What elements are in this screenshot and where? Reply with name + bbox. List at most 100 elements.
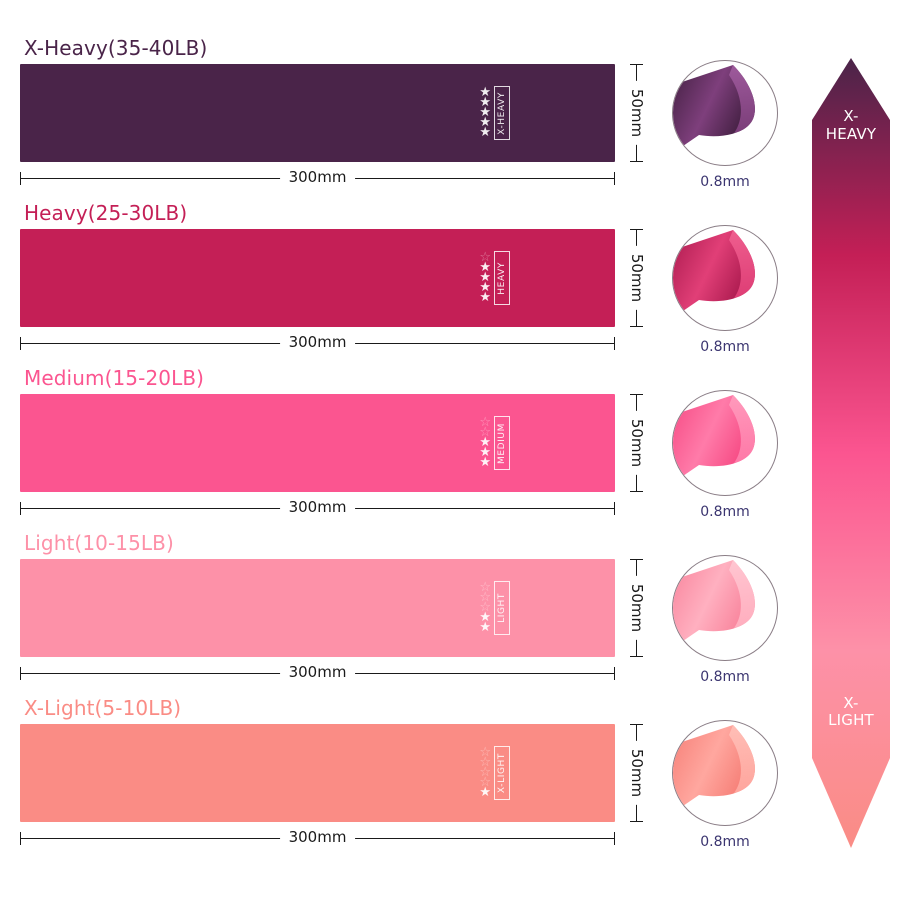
thickness-detail: 0.8mm bbox=[665, 225, 785, 355]
star-filled-icon: ★ bbox=[479, 84, 491, 100]
band-title: X-Heavy(35-40LB) bbox=[24, 36, 208, 60]
width-dimension-cap-bottom bbox=[630, 491, 643, 492]
star-hollow-icon: ☆ bbox=[479, 754, 491, 770]
width-dimension-cap-top bbox=[630, 229, 643, 230]
band-curl-illustration bbox=[673, 230, 755, 318]
length-dimension-cap-right bbox=[614, 172, 615, 185]
length-dimension: 300mm bbox=[20, 333, 615, 354]
star-rating: ☆ ☆ ★ ★ ★ bbox=[479, 414, 491, 471]
length-dimension-cap-left bbox=[20, 337, 21, 350]
width-dimension-label: 50mm bbox=[628, 410, 646, 476]
band-curl-illustration bbox=[673, 65, 755, 153]
width-dimension-label: 50mm bbox=[628, 575, 646, 641]
thickness-detail-circle bbox=[672, 225, 778, 331]
band-surface bbox=[20, 559, 615, 657]
width-dimension-cap-top bbox=[630, 64, 643, 65]
thickness-detail: 0.8mm bbox=[665, 555, 785, 685]
width-dimension: 50mm bbox=[624, 724, 650, 822]
star-hollow-icon: ☆ bbox=[479, 589, 491, 605]
band-name-plate: HEAVY bbox=[494, 251, 510, 305]
star-filled-icon: ★ bbox=[479, 259, 491, 275]
length-dimension-label: 300mm bbox=[279, 168, 356, 186]
length-dimension-label: 300mm bbox=[279, 498, 356, 516]
star-rating: ☆ ☆ ☆ ☆ ★ bbox=[479, 746, 491, 801]
band-title: Medium(15-20LB) bbox=[24, 366, 205, 390]
length-dimension-cap-right bbox=[614, 502, 615, 515]
star-filled-icon: ★ bbox=[479, 115, 491, 131]
band-curl-illustration bbox=[673, 725, 755, 813]
length-dimension: 300mm bbox=[20, 498, 615, 519]
star-filled-icon: ★ bbox=[479, 104, 491, 120]
length-dimension-cap-left bbox=[20, 502, 21, 515]
star-rating: ☆ ★ ★ ★ ★ bbox=[479, 249, 491, 305]
width-dimension-label: 50mm bbox=[628, 80, 646, 146]
star-hollow-icon: ☆ bbox=[479, 764, 491, 780]
band-strip: ☆ ★ ★ ★ ★ HEAVY bbox=[20, 229, 615, 327]
band-strip: ☆ ☆ ★ ★ ★ MEDIUM bbox=[20, 394, 615, 492]
length-dimension: 300mm bbox=[20, 663, 615, 684]
band-marking: ☆ ☆ ☆ ☆ ★ X-LIGHT bbox=[479, 746, 510, 800]
thickness-label: 0.8mm bbox=[700, 174, 750, 190]
star-hollow-icon: ☆ bbox=[479, 579, 491, 595]
band-marking: ★ ★ ★ ★ ★ X-HEAVY bbox=[479, 86, 510, 140]
resistance-gradient-shape bbox=[812, 58, 890, 848]
width-dimension: 50mm bbox=[624, 559, 650, 657]
scale-bottom-label: X- LIGHT bbox=[812, 693, 890, 730]
band-marking: ☆ ☆ ★ ★ ★ MEDIUM bbox=[479, 416, 510, 470]
band-strip: ☆ ☆ ☆ ★ ★ LIGHT bbox=[20, 559, 615, 657]
band-strip: ☆ ☆ ☆ ☆ ★ X-LIGHT bbox=[20, 724, 615, 822]
band-title: Heavy(25-30LB) bbox=[24, 201, 188, 225]
band-name-plate: X-LIGHT bbox=[494, 746, 510, 800]
band-name-plate: LIGHT bbox=[494, 581, 510, 635]
width-dimension-label: 50mm bbox=[628, 245, 646, 311]
thickness-detail-circle bbox=[672, 60, 778, 166]
band-name-plate: X-HEAVY bbox=[494, 86, 510, 140]
length-dimension-cap-right bbox=[614, 667, 615, 680]
band-marking: ☆ ☆ ☆ ★ ★ LIGHT bbox=[479, 581, 510, 635]
star-filled-icon: ★ bbox=[479, 785, 491, 801]
star-filled-icon: ★ bbox=[479, 620, 491, 636]
band-name-plate-label: MEDIUM bbox=[497, 422, 507, 464]
scale-bottom-label-line1: X- bbox=[843, 693, 859, 712]
band-surface bbox=[20, 64, 615, 162]
star-hollow-icon: ☆ bbox=[479, 775, 491, 791]
star-filled-icon: ★ bbox=[479, 269, 491, 285]
width-dimension-cap-bottom bbox=[630, 326, 643, 327]
thickness-label: 0.8mm bbox=[700, 339, 750, 355]
star-filled-icon: ★ bbox=[479, 610, 491, 626]
length-dimension-cap-right bbox=[614, 832, 615, 845]
scale-top-label: X- HEAVY bbox=[812, 107, 890, 143]
star-filled-icon: ★ bbox=[479, 445, 491, 461]
star-filled-icon: ★ bbox=[479, 125, 491, 141]
thickness-label: 0.8mm bbox=[700, 504, 750, 520]
length-dimension-cap-left bbox=[20, 172, 21, 185]
width-dimension: 50mm bbox=[624, 229, 650, 327]
star-hollow-icon: ☆ bbox=[479, 599, 491, 615]
length-dimension-cap-left bbox=[20, 832, 21, 845]
length-dimension-cap-right bbox=[614, 337, 615, 350]
star-hollow-icon: ☆ bbox=[479, 249, 491, 265]
band-name-plate-label: LIGHT bbox=[497, 593, 507, 623]
band-curl-illustration bbox=[673, 395, 755, 483]
star-filled-icon: ★ bbox=[479, 94, 491, 110]
band-name-plate-label: X-LIGHT bbox=[497, 752, 507, 794]
band-title: Light(10-15LB) bbox=[24, 531, 174, 555]
star-hollow-icon: ☆ bbox=[479, 424, 491, 440]
width-dimension-cap-top bbox=[630, 724, 643, 725]
thickness-detail: 0.8mm bbox=[665, 60, 785, 190]
width-dimension-cap-bottom bbox=[630, 656, 643, 657]
star-hollow-icon: ☆ bbox=[479, 414, 491, 430]
width-dimension: 50mm bbox=[624, 64, 650, 162]
star-rating: ☆ ☆ ☆ ★ ★ bbox=[479, 579, 491, 636]
scale-bottom-label-line2: LIGHT bbox=[828, 711, 874, 730]
length-dimension-label: 300mm bbox=[279, 828, 356, 846]
band-name-plate-label: X-HEAVY bbox=[497, 91, 507, 135]
width-dimension-cap-bottom bbox=[630, 161, 643, 162]
length-dimension-label: 300mm bbox=[279, 333, 356, 351]
band-name-plate-label: HEAVY bbox=[497, 261, 507, 295]
star-filled-icon: ★ bbox=[479, 280, 491, 296]
star-filled-icon: ★ bbox=[479, 455, 491, 471]
width-dimension-cap-top bbox=[630, 394, 643, 395]
band-title: X-Light(5-10LB) bbox=[24, 696, 182, 720]
